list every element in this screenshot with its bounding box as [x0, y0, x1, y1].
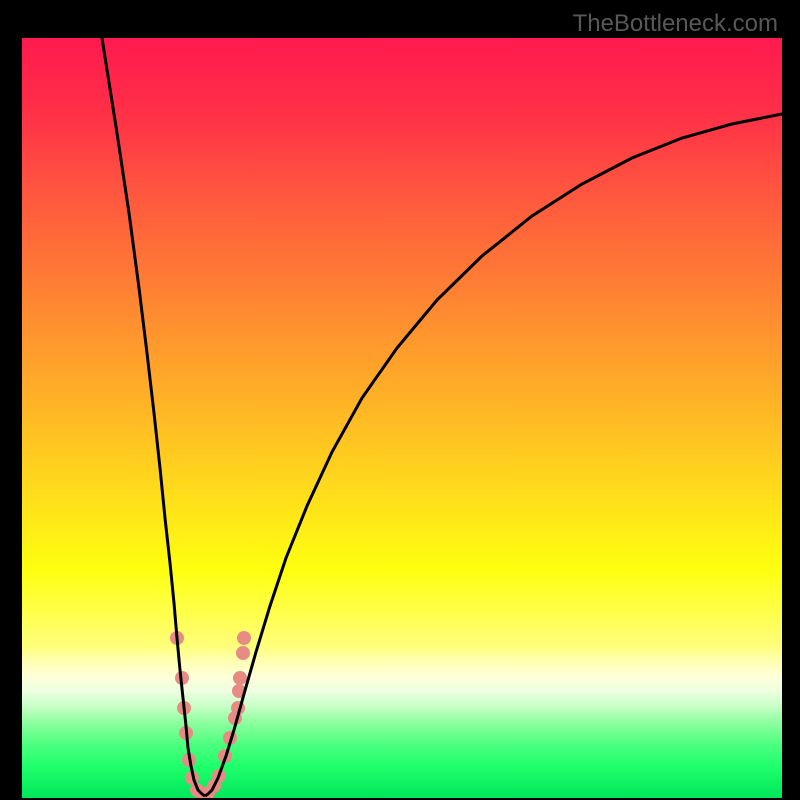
watermark-label: TheBottleneck.com — [573, 10, 778, 38]
chart-svg — [22, 38, 782, 798]
plot-area — [22, 38, 782, 798]
data-marker — [236, 646, 250, 660]
chart-frame: TheBottleneck.com — [0, 0, 800, 800]
bottleneck-curve-right — [205, 114, 782, 796]
data-marker — [233, 671, 247, 685]
bottleneck-curve-left — [102, 38, 205, 796]
data-marker — [237, 631, 251, 645]
